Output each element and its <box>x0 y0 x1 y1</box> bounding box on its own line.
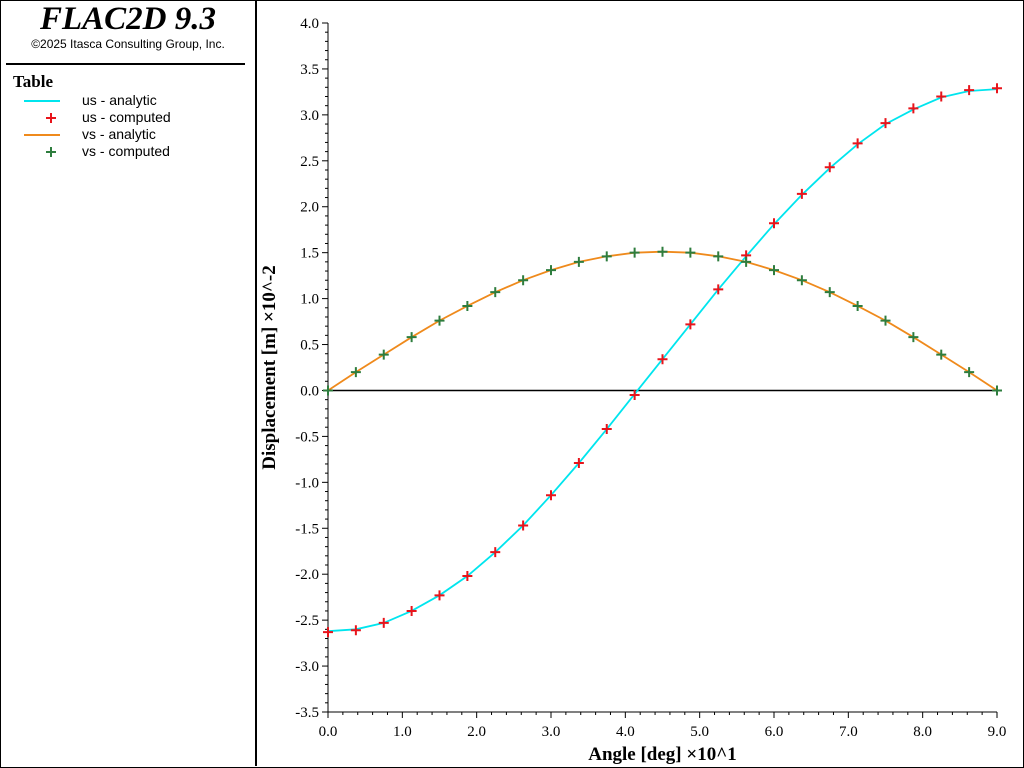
point-us-computed <box>490 547 501 558</box>
x-tick-label: 2.0 <box>467 724 486 740</box>
y-tick-label: -1.5 <box>295 521 319 537</box>
point-vs-computed <box>796 275 807 286</box>
x-tick-label: 5.0 <box>690 724 709 740</box>
point-us-computed <box>908 103 919 114</box>
x-tick-label: 1.0 <box>393 724 412 740</box>
point-vs-computed <box>462 300 473 311</box>
y-tick-label: -1.0 <box>295 475 319 491</box>
y-tick-label: -3.0 <box>295 659 319 675</box>
point-vs-computed <box>629 247 640 258</box>
point-vs-computed <box>350 367 361 378</box>
legend-heading: Table <box>13 72 54 91</box>
point-vs-computed <box>908 332 919 343</box>
cyan-line-swatch-icon <box>24 100 60 102</box>
point-us-computed <box>657 354 668 365</box>
y-tick-label: 2.0 <box>300 200 319 216</box>
y-tick-label: 0.0 <box>300 383 319 399</box>
point-vs-computed <box>657 246 668 257</box>
point-us-computed <box>323 627 333 638</box>
y-axis-title: Displacement [m] ×10^-2 <box>259 265 280 469</box>
point-vs-computed <box>852 300 863 311</box>
y-tick-label: -2.0 <box>295 567 319 583</box>
point-vs-computed <box>601 251 612 262</box>
y-tick-label: 2.5 <box>300 154 319 170</box>
legend-label: vs - analytic <box>82 126 156 142</box>
displacement-plot: 4.0 3.5 3.0 2.5 2.0 1.5 1.0 0.5 0.0 -0.5 -1.0 -1.5 -… <box>259 16 1007 765</box>
y-tick-label: 3.5 <box>300 62 319 78</box>
point-us-computed <box>824 162 835 173</box>
point-us-computed <box>796 188 807 199</box>
legend-label: vs - computed <box>82 143 170 159</box>
point-us-computed <box>936 91 947 102</box>
point-us-computed <box>964 85 975 96</box>
point-us-computed <box>378 617 389 628</box>
point-vs-computed <box>880 315 891 326</box>
x-axis-title: Angle [deg] ×10^1 <box>588 744 737 765</box>
point-vs-computed <box>685 247 696 258</box>
point-us-computed <box>629 390 640 401</box>
legend-item-vs-analytic: vs - analytic <box>22 126 252 143</box>
point-vs-computed <box>518 275 529 286</box>
x-tick-label: 8.0 <box>913 724 932 740</box>
y-tick-label: 3.0 <box>300 108 319 124</box>
point-us-computed <box>880 118 891 129</box>
point-vs-computed <box>824 287 835 298</box>
point-vs-computed <box>546 265 556 276</box>
point-us-computed <box>769 218 779 229</box>
x-tick-label: 9.0 <box>988 724 1007 740</box>
point-vs-computed <box>406 332 417 343</box>
point-us-computed <box>434 590 445 601</box>
point-us-computed <box>546 490 556 501</box>
legend-item-us-analytic: us - analytic <box>22 92 252 109</box>
point-vs-computed <box>378 349 389 360</box>
y-tick-label: 1.5 <box>300 246 319 262</box>
point-vs-computed <box>713 251 724 262</box>
legend-panel: FLAC2D 9.3 ©2025 Itasca Consulting Group… <box>0 0 257 766</box>
point-vs-computed <box>323 385 333 396</box>
legend-item-vs-computed: vs - computed <box>22 143 252 160</box>
x-tick-label: 3.0 <box>542 724 561 740</box>
point-vs-computed <box>964 367 975 378</box>
point-vs-computed <box>741 256 752 267</box>
green-plus-marker-icon <box>46 147 56 157</box>
legend-item-us-computed: us - computed <box>22 109 252 126</box>
point-vs-computed <box>573 256 584 267</box>
point-us-computed <box>350 625 361 636</box>
point-vs-computed <box>936 349 947 360</box>
orange-line-swatch-icon <box>24 134 60 136</box>
y-tick-label: -0.5 <box>295 429 319 445</box>
red-plus-marker-icon <box>46 113 56 123</box>
point-us-computed <box>713 284 724 295</box>
point-vs-computed <box>769 265 779 276</box>
y-tick-label: 1.0 <box>300 292 319 308</box>
legend-label: us - computed <box>82 109 171 125</box>
point-us-computed <box>992 83 1002 94</box>
series-line-vs-analytic <box>327 250 998 392</box>
point-us-computed <box>601 424 612 435</box>
y-tick-label: -2.5 <box>295 613 319 629</box>
point-vs-computed <box>490 287 501 298</box>
point-vs-computed <box>992 385 1002 396</box>
point-vs-computed <box>434 315 445 326</box>
point-us-computed <box>406 605 417 616</box>
y-tick-label: -3.5 <box>295 705 319 721</box>
point-us-computed <box>685 319 696 330</box>
y-tick-label: 4.0 <box>300 16 319 32</box>
x-tick-label: 4.0 <box>616 724 635 740</box>
x-tick-label: 7.0 <box>839 724 858 740</box>
title-divider <box>6 63 245 65</box>
point-us-computed <box>518 520 529 531</box>
point-us-computed <box>852 138 863 149</box>
copyright-text: ©2025 Itasca Consulting Group, Inc. <box>31 37 225 51</box>
y-tick-label: 0.5 <box>300 338 319 354</box>
point-us-computed <box>573 458 584 469</box>
point-us-computed <box>462 571 473 582</box>
x-tick-label: 6.0 <box>765 724 784 740</box>
x-tick-label: 0.0 <box>319 724 338 740</box>
app-title: FLAC2D 9.3 <box>39 1 217 37</box>
legend-label: us - analytic <box>82 92 157 108</box>
